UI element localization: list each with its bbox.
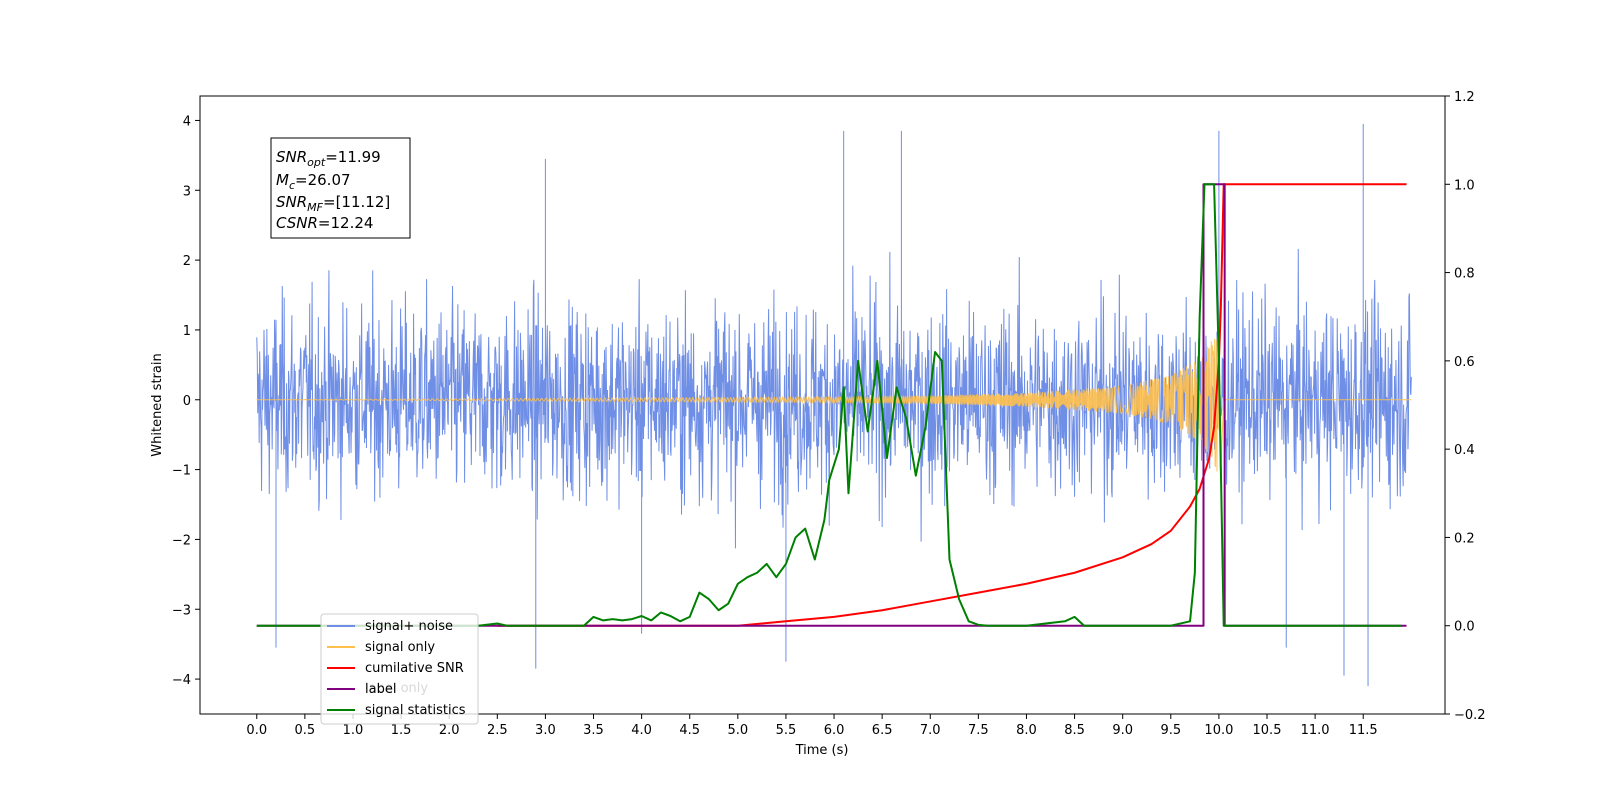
y-axis-right: 1.2 1.0 0.8 0.6 0.4 0.2 0.0 −0.2 <box>1445 90 1486 723</box>
x-tick-label: 6.0 <box>824 723 845 738</box>
x-tick-label: 1.5 <box>391 723 412 738</box>
legend-label: signal statistics <box>365 703 466 718</box>
x-tick-label: 4.5 <box>679 723 700 738</box>
x-tick-label: 11.5 <box>1349 723 1378 738</box>
legend-label: signal+ noise <box>365 619 453 634</box>
series-signal-only <box>256 336 1412 472</box>
x-axis: 0.0 0.5 1.0 1.5 2.0 2.5 3.0 3.5 4.0 4.5 5.0 5.5 6.0 6… <box>246 714 1378 738</box>
x-tick-label: 1.0 <box>343 723 364 738</box>
annotation-mc: Mc=26.07 <box>276 171 351 192</box>
plot-frame <box>199 95 1446 715</box>
x-tick-label: 0.0 <box>246 723 267 738</box>
x-tick-label: 7.5 <box>968 723 989 738</box>
legend-ghost-text: label only <box>365 681 428 696</box>
annotation-snr-opt: SNRopt=11.99 <box>276 148 381 169</box>
legend-label: cumilative SNR <box>365 661 464 676</box>
x-tick-label: 3.5 <box>583 723 604 738</box>
y-right-tick-label: 0.0 <box>1454 620 1475 635</box>
x-tick-label: 6.5 <box>872 723 893 738</box>
annotation-csnr: CSNR=12.24 <box>276 214 373 232</box>
x-tick-label: 0.5 <box>295 723 316 738</box>
series-signal-statistics <box>256 183 1402 627</box>
y-left-tick-label: 3 <box>183 184 191 199</box>
legend-entries: signal+ noise signal only cumilative SNR la… <box>327 619 466 718</box>
y-right-tick-label: 1.2 <box>1454 90 1475 105</box>
x-tick-label: 3.0 <box>535 723 556 738</box>
x-tick-label: 5.5 <box>776 723 797 738</box>
y-left-tick-label: 4 <box>183 114 191 129</box>
x-tick-label: 5.0 <box>727 723 748 738</box>
series-cumilative-snr <box>497 183 1407 627</box>
y-right-tick-label: 0.4 <box>1454 443 1475 458</box>
y-left-tick-label: −3 <box>172 603 191 618</box>
x-tick-label: 4.0 <box>631 723 652 738</box>
legend-label: signal only <box>365 640 435 655</box>
y-axis-left: 4 3 2 1 0 −1 −2 −3 −4 <box>172 114 200 688</box>
legend: label only signal+ noise signal only cumil… <box>320 613 479 725</box>
x-tick-label: 9.0 <box>1112 723 1133 738</box>
series-signal-noise <box>256 123 1412 687</box>
x-tick-label: 8.5 <box>1064 723 1085 738</box>
x-axis-label: Time (s) <box>795 743 849 758</box>
y-left-tick-label: 2 <box>183 254 191 269</box>
y-left-tick-label: −2 <box>172 533 191 548</box>
y-left-tick-label: 1 <box>183 324 191 339</box>
x-tick-label: 2.5 <box>487 723 508 738</box>
y-left-tick-label: 0 <box>183 394 191 409</box>
y-left-tick-label: −4 <box>172 673 191 688</box>
x-tick-label: 10.0 <box>1204 723 1233 738</box>
y-left-tick-label: −1 <box>172 464 191 479</box>
y-right-tick-label: −0.2 <box>1454 708 1486 723</box>
legend-label: label <box>365 682 396 697</box>
annotation-snr-mf: SNRMF=[11.12] <box>276 193 390 214</box>
x-tick-label: 2.0 <box>439 723 460 738</box>
y-right-tick-label: 0.2 <box>1454 531 1475 546</box>
y-right-tick-label: 1.0 <box>1454 178 1475 193</box>
x-tick-label: 7.0 <box>920 723 941 738</box>
y-right-tick-label: 0.6 <box>1454 355 1475 370</box>
x-tick-label: 8.0 <box>1016 723 1037 738</box>
x-tick-label: 11.0 <box>1301 723 1330 738</box>
y-axis-label: Whitened strain <box>150 353 165 456</box>
series-layer <box>256 123 1412 687</box>
annotation-box: SNRopt=11.99 Mc=26.07 SNRMF=[11.12] CSNR… <box>270 137 411 239</box>
x-tick-label: 9.5 <box>1160 723 1181 738</box>
y-right-tick-label: 0.8 <box>1454 267 1475 282</box>
x-tick-label: 10.5 <box>1253 723 1282 738</box>
